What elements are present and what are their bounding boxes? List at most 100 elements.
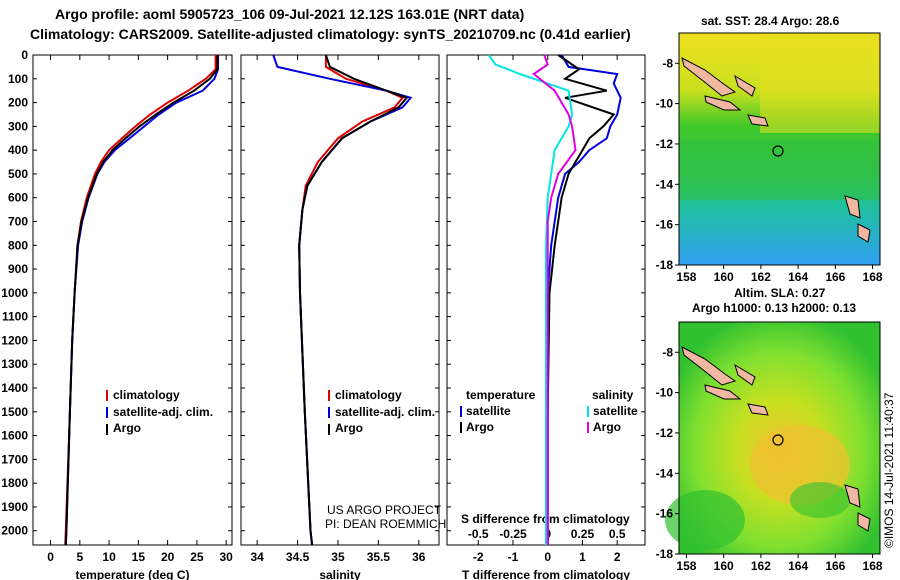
x-tick-label: 10 — [102, 550, 116, 564]
sst-map — [678, 32, 881, 266]
depth-tick-label: 700 — [8, 215, 28, 229]
map-x-tick-label: 164 — [788, 559, 808, 573]
x-tick-label: 34 — [250, 550, 264, 564]
map-y-tick-label: -10 — [656, 386, 674, 400]
map-y-tick-label: -12 — [656, 137, 674, 151]
depth-tick-label: 1300 — [1, 357, 28, 371]
x-tick-label: -2 — [473, 550, 484, 564]
island-shape — [704, 95, 742, 111]
series-difference-s-satellite — [487, 54, 574, 545]
x-axis-label: T difference from climatology — [462, 568, 630, 580]
island-shape — [844, 484, 861, 508]
difference-legend: temperature salinity satellite Argo sate… — [460, 388, 638, 434]
sla-low-patch — [790, 482, 850, 518]
credit-project: US ARGO PROJECT — [327, 503, 442, 517]
sst-map-axes: 158 160 162 164 166 168 -8 -10 -12 -14 -16 -18 — [656, 56, 883, 284]
credit-pi: PI: DEAN ROEMMICH — [325, 517, 446, 531]
depth-tick-label: 1800 — [1, 476, 28, 490]
temperature-legend: climatology satellite-adj. clim. Argo — [106, 388, 213, 435]
x-tick-label: 35 — [331, 550, 345, 564]
island-shape — [681, 346, 737, 386]
map-x-tick-label: 162 — [751, 559, 771, 573]
map-y-tick-label: -14 — [656, 466, 674, 480]
island-shape — [704, 384, 742, 400]
series-difference-s-argo — [532, 54, 577, 545]
depth-tick-label: 1700 — [1, 452, 28, 466]
map-x-tick-label: 168 — [863, 270, 883, 284]
x-tick-label: 2 — [614, 550, 621, 564]
depth-tick-label: 1100 — [2, 310, 28, 324]
depth-tick-label: 1600 — [1, 429, 28, 443]
sla-map-subtitle: Argo h1000: 0.13 h2000: 0.13 — [692, 301, 856, 315]
salinity-diff-tick-label: -0.25 — [499, 527, 527, 541]
legend-s-sat: satellite — [593, 404, 638, 418]
map-x-tick-label: 160 — [714, 270, 734, 284]
x-tick-label: 0 — [544, 550, 551, 564]
x-tick-label: 36 — [412, 550, 426, 564]
depth-tick-label: 600 — [8, 191, 28, 205]
legend-clim: climatology — [113, 388, 180, 402]
map-x-tick-label: 166 — [825, 270, 845, 284]
map-x-tick-label: 166 — [825, 559, 845, 573]
salinity-diff-tick-label: -0.5 — [468, 527, 489, 541]
depth-tick-label: 800 — [8, 238, 28, 252]
temperature-panel — [32, 54, 233, 546]
x-tick-label: -1 — [508, 550, 519, 564]
series-difference-t-argo — [546, 54, 616, 545]
depth-tick-label: 1000 — [1, 286, 28, 300]
depth-tick-label: 400 — [8, 143, 28, 157]
series-temperature-argo — [64, 55, 219, 546]
depth-tick-label: 1900 — [1, 500, 28, 514]
map-y-tick-label: -12 — [656, 426, 674, 440]
series-salinity-satellite-adj-clim- — [272, 54, 413, 546]
map-x-tick-label: 164 — [788, 270, 808, 284]
depth-tick-label: 100 — [8, 72, 28, 86]
sla-low-patch — [665, 490, 745, 550]
depth-tick-label: 200 — [8, 96, 28, 110]
map-y-tick-label: -8 — [662, 56, 673, 70]
sla-map-title: Altim. SLA: 0.27 — [734, 286, 826, 300]
map-y-tick-label: -18 — [656, 547, 674, 561]
map-x-tick-label: 158 — [676, 559, 696, 573]
legend-sat: satellite-adj. clim. — [113, 405, 213, 419]
map-y-tick-label: -18 — [656, 258, 674, 272]
sst-map-frame — [678, 32, 881, 266]
sst-warm-patch — [760, 33, 880, 133]
series-salinity-climatology — [298, 55, 405, 546]
salinity-diff-tick-label: 0.5 — [609, 527, 626, 541]
map-y-tick-label: -8 — [662, 345, 673, 359]
depth-tick-label: 1400 — [1, 381, 28, 395]
x-tick-label: 35.5 — [367, 550, 391, 564]
x-tick-label: 34.5 — [286, 550, 310, 564]
x-tick-label: 30 — [219, 550, 233, 564]
legend-t-argo: Argo — [466, 420, 494, 434]
sla-map — [665, 321, 881, 555]
legend-clim-s: climatology — [335, 388, 402, 402]
map-y-tick-label: -10 — [656, 97, 674, 111]
profile-series — [64, 54, 622, 546]
map-y-tick-label: -16 — [656, 507, 674, 521]
series-temperature-satellite-adj-clim- — [64, 55, 219, 546]
sla-map-axes: 158 160 162 164 166 168 -8 -10 -12 -14 -16 -18 — [656, 345, 883, 573]
legend-sat-s: satellite-adj. clim. — [335, 405, 435, 419]
salinity-legend: climatology satellite-adj. clim. Argo — [328, 388, 435, 435]
island-shape — [857, 512, 871, 532]
imos-stamp: ©IMOS 14-Jul-2021 11:40:37 — [882, 392, 896, 548]
legend-t-sat: satellite — [466, 404, 511, 418]
depth-tick-label: 1200 — [1, 333, 28, 347]
x-tick-label: 1 — [579, 550, 586, 564]
depth-tick-label: 300 — [8, 119, 28, 133]
sla-map-frame — [678, 321, 881, 555]
header-line1: Argo profile: aoml 5905723_106 09-Jul-20… — [55, 6, 524, 22]
depth-tick-label: 1500 — [1, 405, 28, 419]
legend-s-argo: Argo — [593, 420, 621, 434]
sst-green-band — [679, 140, 880, 200]
x-tick-label: 25 — [190, 550, 204, 564]
map-x-tick-label: 158 — [676, 270, 696, 284]
depth-tick-label: 2000 — [1, 524, 28, 538]
legend-temperature-title: temperature — [466, 388, 536, 402]
map-y-tick-label: -16 — [656, 218, 674, 232]
x-axis-label: temperature (deg C) — [75, 568, 189, 580]
map-x-tick-label: 168 — [863, 559, 883, 573]
sst-map-title: sat. SST: 28.4 Argo: 28.6 — [701, 14, 840, 28]
